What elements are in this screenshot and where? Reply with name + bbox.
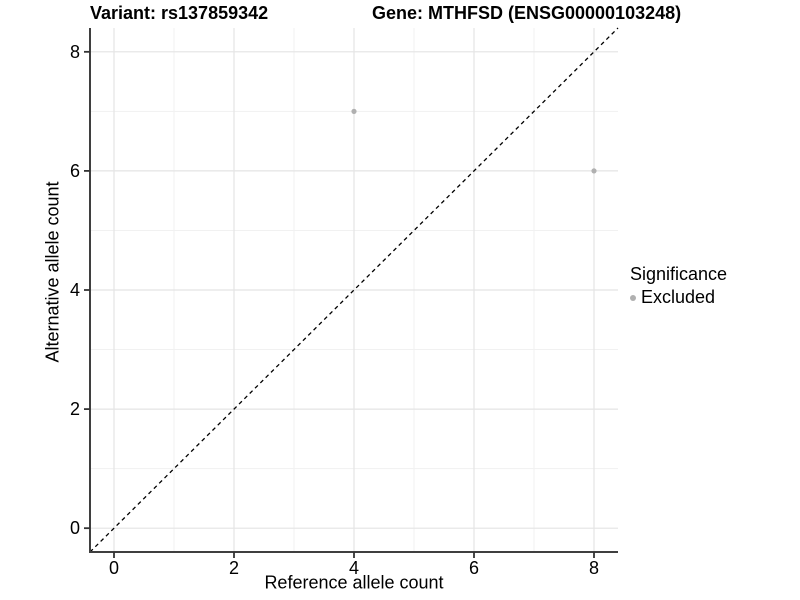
legend-point-icon xyxy=(630,294,636,301)
x-tick-label: 0 xyxy=(109,558,119,578)
x-tick-label: 6 xyxy=(469,558,479,578)
x-axis-title: Reference allele count xyxy=(264,572,444,593)
data-points xyxy=(351,108,597,174)
legend: Significance Excluded xyxy=(630,264,727,308)
x-tick-label: 8 xyxy=(589,558,599,578)
x-tick-label: 4 xyxy=(349,558,359,578)
y-tick-label: 4 xyxy=(70,280,80,300)
y-axis-title: Alternative allele count xyxy=(42,181,63,363)
y-tick-label: 8 xyxy=(70,42,80,62)
data-point xyxy=(351,108,357,114)
y-tick-label: 2 xyxy=(70,399,80,419)
plot-title-gene: Gene: MTHFSD (ENSG00000103248) xyxy=(372,3,682,23)
data-point xyxy=(591,168,597,174)
y-tick-label: 6 xyxy=(70,161,80,181)
plot-title-variant: Variant: rs137859342 xyxy=(90,3,269,23)
identity-dashed-line xyxy=(89,27,619,553)
x-tick-label: 2 xyxy=(229,558,239,578)
axis-ticks: 0 2 4 6 8 0 2 4 6 8 xyxy=(70,42,599,578)
legend-item-label: Excluded xyxy=(641,287,716,307)
grid-major xyxy=(90,28,618,552)
legend-item-excluded: Excluded xyxy=(630,287,727,308)
legend-title: Significance xyxy=(630,264,728,284)
y-tick-label: 0 xyxy=(70,518,80,538)
